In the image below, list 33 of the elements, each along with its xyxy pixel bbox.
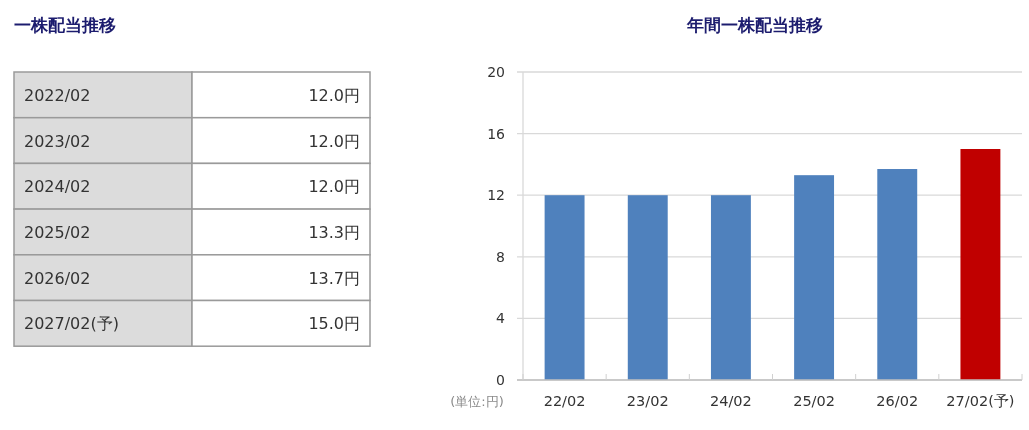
text: 12.0円 [308,177,360,197]
bar [877,169,918,380]
bar [627,195,668,380]
category-label: 2023/02 [24,131,91,151]
text: 12.0円 [308,85,360,105]
y-tick-label: 16 [487,125,506,142]
y-tick-label: 0 [496,372,505,388]
y-tick-label: 20 [487,64,505,80]
category-label: 2027/02(予) [24,314,119,334]
text: 一株配当推移 [14,15,116,35]
bar [544,195,585,380]
text: 13.3円 [308,222,360,242]
y-tick-label: 4 [496,310,506,327]
text: 15.0円 [308,314,360,334]
x-tick-label: 25/02 [793,393,835,409]
chart-title: 年間一株配当推移 [685,15,823,35]
x-tick-label: 27/02(予) [946,393,1015,409]
x-tick-label: 23/02 [626,393,669,409]
text: 13.7円 [308,268,360,288]
x-tick-label: 22/02 [543,393,586,409]
x-tick-label: 24/02 [710,393,752,409]
y-tick-label: 12 [487,187,505,204]
category-label: 2022/02 [24,85,91,105]
category-label: 2025/02 [24,222,91,242]
x-tick-label: 26/02 [876,393,919,409]
bar [710,195,751,380]
bar [794,175,835,380]
category-label: 2026/02 [24,268,91,288]
y-tick-label: 8 [496,248,505,265]
category-label: 2024/02 [24,177,91,197]
y-axis-title: (単位:円) [450,394,504,409]
bar [960,149,1001,380]
text: 12.0円 [308,131,360,151]
